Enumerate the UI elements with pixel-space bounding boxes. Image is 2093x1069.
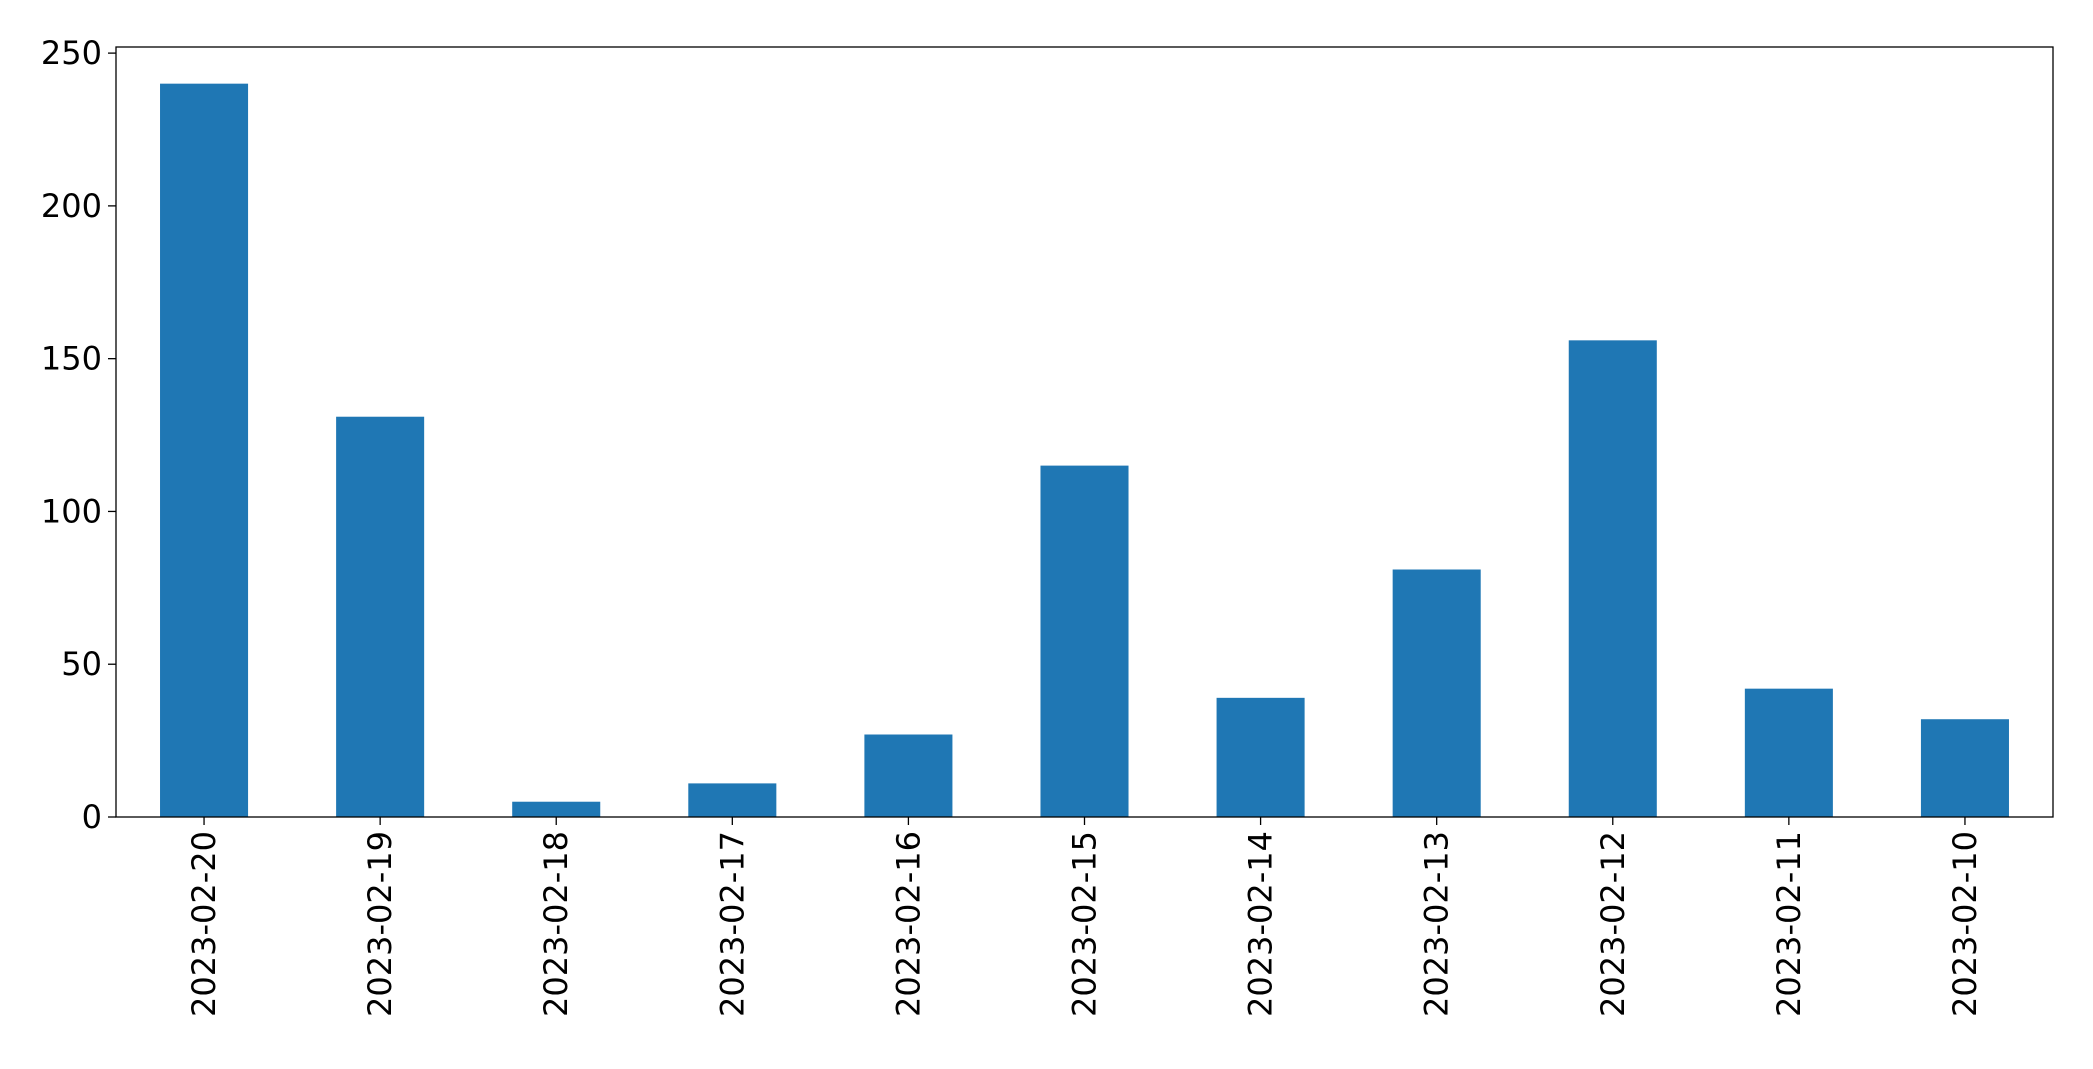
bar (1568, 340, 1657, 817)
x-tick-label: 2023-02-11 (1770, 831, 1808, 1017)
bar (336, 416, 425, 817)
x-tick-label: 2023-02-19 (361, 831, 399, 1017)
x-tick-label: 2023-02-15 (1066, 831, 1104, 1017)
x-tick-label: 2023-02-18 (537, 831, 575, 1017)
y-tick-label: 0 (82, 798, 102, 836)
bar (1920, 719, 2009, 817)
x-tick-label: 2023-02-12 (1594, 831, 1632, 1017)
y-tick-label: 50 (61, 645, 102, 683)
plot-frame (115, 46, 2054, 818)
bar (688, 783, 777, 817)
bar (1216, 697, 1305, 817)
bar (1040, 465, 1129, 817)
bar (1392, 569, 1481, 817)
y-tick-label: 200 (41, 187, 102, 225)
bar (160, 83, 249, 817)
x-tick-label: 2023-02-14 (1242, 831, 1280, 1017)
x-tick-label: 2023-02-10 (1946, 831, 1984, 1017)
y-tick-label: 250 (41, 34, 102, 72)
bar (1744, 688, 1833, 817)
bar (864, 734, 953, 817)
x-tick-label: 2023-02-20 (185, 831, 223, 1017)
bar (512, 801, 601, 817)
x-tick-label: 2023-02-17 (713, 831, 751, 1017)
x-tick-label: 2023-02-13 (1418, 831, 1456, 1017)
y-tick-label: 150 (41, 340, 102, 378)
y-tick-label: 100 (41, 492, 102, 530)
x-tick-label: 2023-02-16 (889, 831, 927, 1017)
